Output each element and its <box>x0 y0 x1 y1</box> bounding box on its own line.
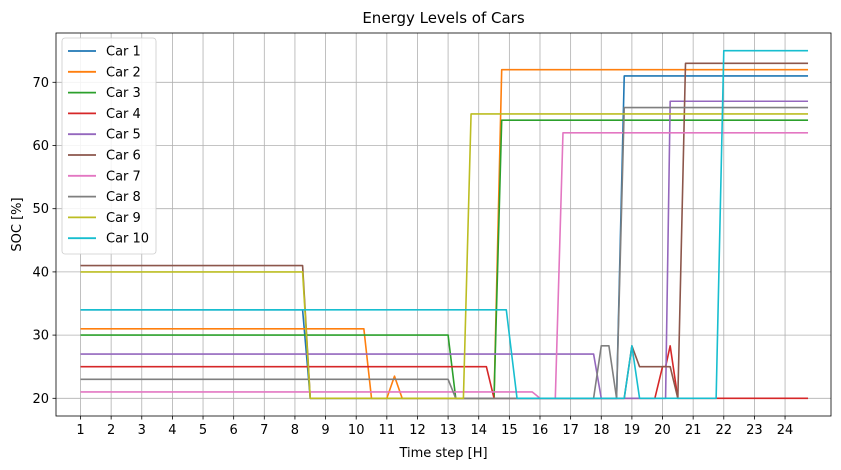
series-line-car-10 <box>80 49 809 400</box>
series-line-car-8 <box>80 106 809 400</box>
x-tick-label: 21 <box>685 423 702 438</box>
legend-label: Car 4 <box>106 107 141 122</box>
x-tick-label: 24 <box>777 423 794 438</box>
x-tick-label: 6 <box>230 423 238 438</box>
x-tick-label: 11 <box>379 423 396 438</box>
x-tick-label: 16 <box>532 423 549 438</box>
x-tick-label: 12 <box>409 423 426 438</box>
y-tick-label: 30 <box>32 329 49 344</box>
x-tick-label: 17 <box>562 423 579 438</box>
series-line-car-9 <box>80 113 809 400</box>
legend-label: Car 6 <box>106 149 141 164</box>
legend-label: Car 10 <box>106 232 149 247</box>
series-line-car-5 <box>80 100 809 400</box>
y-axis-ticks: 20 30 40 50 60 70 <box>32 76 56 407</box>
x-tick-label: 8 <box>291 423 299 438</box>
x-tick-label: 4 <box>168 423 176 438</box>
legend-label: Car 7 <box>106 169 141 184</box>
legend-label: Car 1 <box>106 45 141 60</box>
x-tick-label: 15 <box>501 423 518 438</box>
x-tick-label: 14 <box>470 423 487 438</box>
chart-title: Energy Levels of Cars <box>362 9 525 27</box>
legend-label: Car 3 <box>106 86 141 101</box>
x-tick-label: 1 <box>76 423 84 438</box>
x-tick-label: 10 <box>348 423 365 438</box>
legend-label: Car 5 <box>106 128 141 143</box>
x-tick-label: 20 <box>654 423 671 438</box>
legend: Car 1 Car 2 Car 3 Car 4 Car 5 Car 6 Car 7 Car 8… <box>61 37 157 255</box>
legend-label: Car 2 <box>106 65 141 80</box>
x-tick-label: 22 <box>716 423 733 438</box>
series-line-car-2 <box>80 68 809 400</box>
x-tick-label: 23 <box>746 423 763 438</box>
y-tick-label: 50 <box>32 202 49 217</box>
y-tick-label: 20 <box>32 392 49 407</box>
x-axis-ticks: 1 2 3 4 5 6 7 8 9 10 11 12 13 14 15 16 17 18 19 20 21 22 23 24 <box>76 416 793 438</box>
y-tick-label: 70 <box>32 76 49 91</box>
x-tick-label: 3 <box>138 423 146 438</box>
x-axis-label: Time step [H] <box>398 446 487 461</box>
y-tick-label: 40 <box>32 265 49 280</box>
x-tick-label: 9 <box>321 423 329 438</box>
y-tick-label: 60 <box>32 139 49 154</box>
x-tick-label: 13 <box>440 423 457 438</box>
series-lines <box>80 49 809 400</box>
x-tick-label: 7 <box>260 423 268 438</box>
x-tick-label: 18 <box>593 423 610 438</box>
x-tick-label: 5 <box>199 423 207 438</box>
plot-frame <box>55 32 832 417</box>
legend-label: Car 8 <box>106 190 141 205</box>
legend-label: Car 9 <box>106 211 141 226</box>
x-tick-label: 19 <box>624 423 641 438</box>
y-axis-label: SOC [%] <box>10 197 25 251</box>
x-tick-label: 2 <box>107 423 115 438</box>
